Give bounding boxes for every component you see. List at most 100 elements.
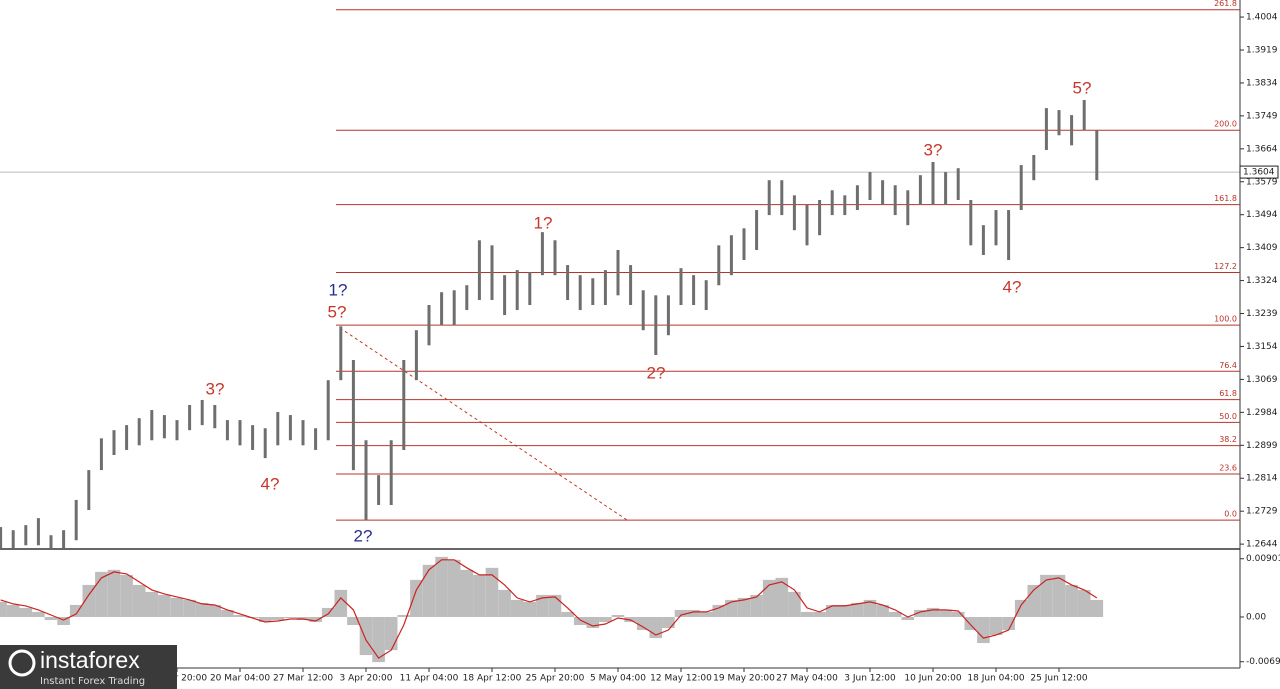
histogram-bar — [384, 616, 398, 651]
y-tick-label: 1.3664 — [1246, 144, 1278, 154]
histogram-bar — [195, 602, 209, 617]
signal-line — [0, 559, 1098, 659]
histogram-bar — [674, 609, 688, 617]
y-tick-label: 1.3239 — [1246, 309, 1278, 319]
histogram-bar — [800, 611, 814, 617]
y-tick-label: -0.00692 — [1246, 657, 1280, 667]
wave-label: 3? — [924, 140, 943, 159]
y-tick-label: 1.3409 — [1246, 243, 1278, 253]
histogram-bar — [447, 559, 461, 617]
histogram-bar — [750, 594, 763, 617]
logo-name: instaforex — [40, 647, 140, 673]
x-tick-label: 3 Jun 12:00 — [844, 674, 896, 684]
y-tick-label: 1.3919 — [1246, 45, 1278, 55]
histogram-bar — [19, 607, 33, 617]
histogram-bar — [699, 611, 713, 617]
histogram-bar — [1002, 616, 1015, 631]
histogram-bar — [221, 609, 234, 617]
histogram-bar — [145, 591, 159, 617]
wave-label: 2? — [354, 526, 373, 545]
histogram-bar — [888, 611, 902, 617]
x-tick-label: 25 Jun 12:00 — [1030, 674, 1087, 684]
y-tick-label: 1.2899 — [1246, 441, 1278, 451]
histogram-bar — [813, 611, 826, 617]
histogram-bar — [132, 584, 146, 617]
histogram-bar — [158, 594, 171, 617]
y-tick-label: 1.3324 — [1246, 276, 1278, 286]
histogram-bar — [586, 616, 600, 629]
wave-label: 4? — [1003, 277, 1022, 296]
histogram-bar — [82, 584, 96, 617]
y-tick-label: 1.4004 — [1246, 13, 1278, 23]
histogram-bar — [775, 577, 789, 617]
histogram-bar — [120, 574, 133, 617]
x-tick-label: 12 May 12:00 — [650, 674, 712, 684]
histogram-bar — [473, 574, 486, 617]
x-tick-label: 3 Apr 20:00 — [340, 674, 393, 684]
histogram-bar — [825, 604, 839, 617]
histogram-bar — [1077, 589, 1091, 617]
histogram-bar — [561, 611, 574, 617]
histogram-bar — [939, 609, 952, 617]
x-tick-label: 18 Apr 12:00 — [463, 674, 522, 684]
histogram-bar — [662, 616, 675, 629]
y-tick-label: 1.3154 — [1246, 342, 1278, 352]
histogram-bar — [863, 599, 877, 617]
y-tick-label: 1.3749 — [1246, 111, 1278, 121]
histogram-bar — [573, 616, 587, 626]
fib-label: 38.2 — [1219, 435, 1237, 444]
x-tick-label: 12 Mar 20:00 — [147, 674, 207, 684]
y-tick-label: 1.3069 — [1246, 375, 1278, 385]
x-tick-label: 18 Jun 04:00 — [967, 674, 1024, 684]
fib-label: 61.8 — [1219, 389, 1237, 398]
histogram-bar — [510, 599, 524, 617]
histogram-bar — [1090, 599, 1104, 617]
histogram-bar — [964, 616, 978, 631]
histogram-bar — [0, 601, 7, 617]
histogram-bar — [271, 616, 285, 621]
histogram-bar — [1040, 574, 1053, 617]
histogram-bar — [233, 614, 247, 617]
fib-label: 23.6 — [1219, 463, 1237, 472]
current-price-label: 1.3604 — [1243, 168, 1275, 178]
histogram-bar — [977, 616, 990, 644]
y-tick-label: 0.00 — [1246, 612, 1266, 622]
y-tick-label: 1.2984 — [1246, 408, 1278, 418]
histogram-bar — [599, 616, 612, 623]
y-tick-label: 1.3494 — [1246, 210, 1278, 220]
histogram-bar — [309, 616, 322, 623]
histogram-bar — [951, 611, 965, 617]
histogram-bar — [611, 614, 625, 617]
fib-label: 0.0 — [1224, 510, 1237, 519]
histogram-bar — [636, 616, 650, 631]
histogram-bar — [107, 569, 121, 617]
histogram-bar — [435, 556, 448, 617]
histogram-bar — [901, 616, 915, 621]
histogram-bar — [687, 609, 700, 617]
histogram-bar — [1014, 599, 1028, 617]
histogram-bar — [838, 604, 852, 617]
histogram-bar — [737, 597, 751, 617]
histogram-bar — [460, 569, 474, 617]
histogram-bar — [183, 599, 196, 617]
histogram-bar — [762, 579, 776, 617]
histogram-bar — [69, 604, 83, 617]
histogram-bar — [914, 609, 927, 617]
x-tick-label: 27 Mar 12:00 — [273, 674, 333, 684]
current-price-box — [1239, 165, 1279, 179]
histogram-bar — [347, 616, 360, 626]
x-tick-label: 27 May 04:00 — [776, 674, 838, 684]
logo: instaforex Instant Forex Trading — [0, 645, 177, 689]
fib-label: 161.8 — [1214, 194, 1237, 203]
histogram-bar — [498, 589, 511, 617]
histogram-bar — [321, 607, 335, 617]
histogram-bar — [6, 604, 20, 617]
histogram-bar — [788, 591, 801, 617]
histogram-bar — [372, 616, 385, 663]
histogram-bar — [208, 604, 222, 617]
histogram-bar — [876, 604, 889, 617]
histogram-bar — [258, 616, 272, 623]
wave-label: 5? — [328, 302, 347, 321]
y-tick-label: 1.2729 — [1246, 507, 1278, 517]
